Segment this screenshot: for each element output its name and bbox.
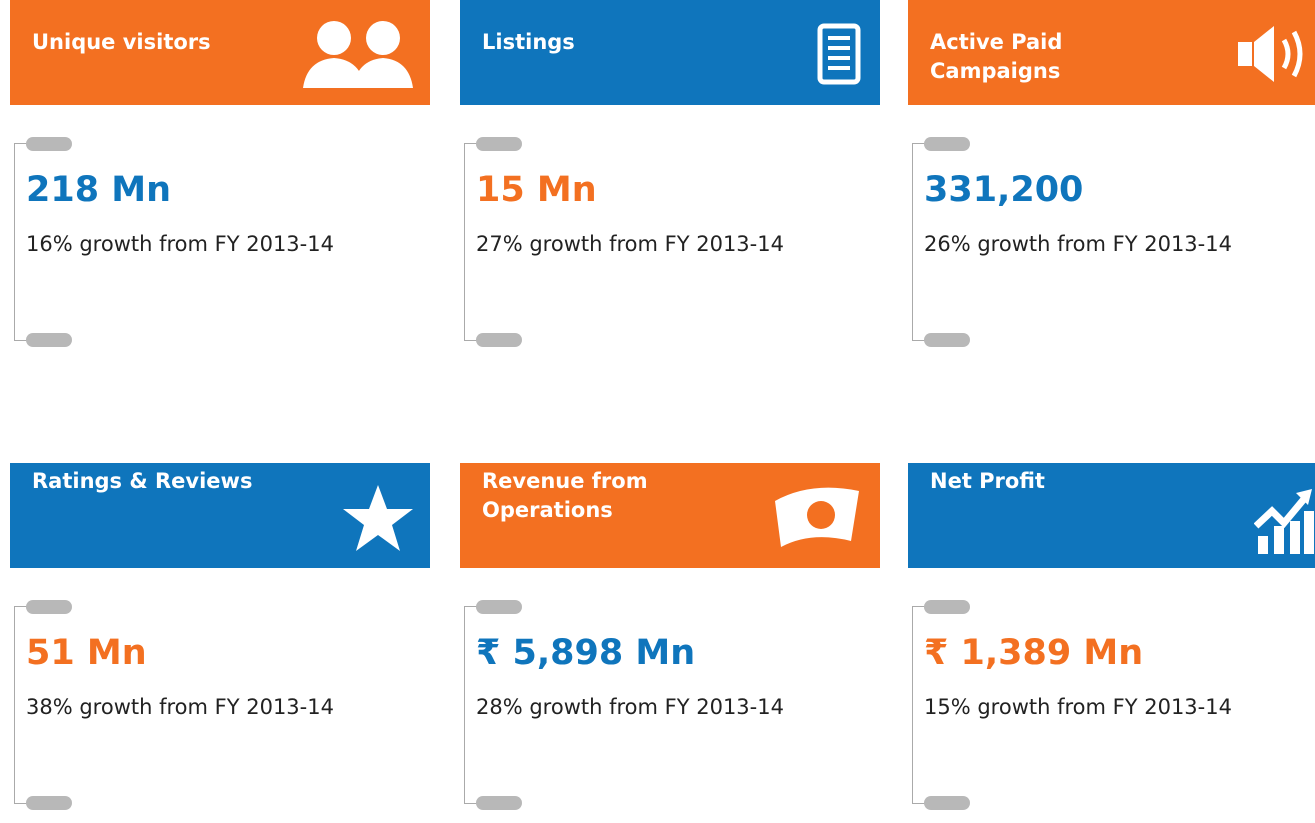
kpi-growth: 15% growth from FY 2013-14 bbox=[924, 695, 1232, 719]
kpi-card: Unique visitors 218 Mn 16% growth from FY … bbox=[10, 0, 430, 360]
card-title: Revenue from Operations bbox=[482, 469, 648, 522]
bracket-line bbox=[14, 606, 15, 803]
card-icon bbox=[771, 481, 866, 555]
bracket-stub bbox=[912, 340, 928, 341]
card-title: Unique visitors bbox=[32, 30, 211, 54]
card-title: Ratings & Reviews bbox=[32, 469, 253, 493]
kpi-value: 15 Mn bbox=[476, 170, 597, 210]
kpi-value: 51 Mn bbox=[26, 633, 147, 673]
bracket-stub bbox=[912, 606, 928, 607]
kpi-value: ₹ 5,898 Mn bbox=[476, 633, 696, 673]
kpi-card: Ratings & Reviews 51 Mn 38% growth from FY… bbox=[10, 463, 430, 823]
bracket-pill bbox=[26, 796, 72, 810]
bracket-stub bbox=[464, 143, 480, 144]
bracket-line bbox=[14, 143, 15, 340]
kpi-growth: 26% growth from FY 2013-14 bbox=[924, 232, 1232, 256]
kpi-value: 218 Mn bbox=[26, 170, 171, 210]
bracket-pill bbox=[924, 137, 970, 151]
bracket-pill bbox=[476, 333, 522, 347]
bracket-pill bbox=[476, 600, 522, 614]
card-header: Revenue from Operations bbox=[460, 463, 880, 568]
card-icon bbox=[1253, 481, 1314, 560]
bracket-line bbox=[912, 143, 913, 340]
bracket-line bbox=[464, 606, 465, 803]
card-header: Unique visitors bbox=[10, 0, 430, 105]
bracket-pill bbox=[26, 600, 72, 614]
kpi-value: ₹ 1,389 Mn bbox=[924, 633, 1144, 673]
bracket-stub bbox=[912, 143, 928, 144]
bracket-line bbox=[464, 143, 465, 340]
card-icon bbox=[816, 18, 866, 92]
bracket-pill bbox=[924, 600, 970, 614]
bracket-stub bbox=[14, 340, 30, 341]
bracket-stub bbox=[14, 143, 30, 144]
bracket-stub bbox=[14, 606, 30, 607]
kpi-card: Active Paid Campaigns 331,200 26% growth f… bbox=[908, 0, 1315, 360]
card-header: Active Paid Campaigns bbox=[908, 0, 1315, 105]
kpi-card: Revenue from Operations ₹ 5,898 Mn 28% gro… bbox=[460, 463, 880, 823]
page: Unique visitors 218 Mn 16% growth from FY … bbox=[10, 0, 1315, 810]
kpi-card: Net Profit ₹ 1,389 Mn 15% growth from FY 2… bbox=[908, 463, 1315, 823]
kpi-growth: 38% growth from FY 2013-14 bbox=[26, 695, 334, 719]
bracket-pill bbox=[26, 137, 72, 151]
bracket-stub bbox=[464, 340, 480, 341]
kpi-growth: 16% growth from FY 2013-14 bbox=[26, 232, 334, 256]
card-title: Net Profit bbox=[930, 469, 1045, 493]
bracket-pill bbox=[924, 796, 970, 810]
card-title: Active Paid Campaigns bbox=[930, 30, 1063, 83]
kpi-growth: 28% growth from FY 2013-14 bbox=[476, 695, 784, 719]
bracket-pill bbox=[26, 333, 72, 347]
bracket-pill bbox=[476, 137, 522, 151]
bracket-pill bbox=[476, 796, 522, 810]
bracket-line bbox=[912, 606, 913, 803]
card-icon bbox=[341, 481, 416, 560]
card-title: Listings bbox=[482, 30, 575, 54]
kpi-growth: 27% growth from FY 2013-14 bbox=[476, 232, 784, 256]
kpi-card: Listings 15 Mn 27% growth from FY 2013-14 bbox=[460, 0, 880, 360]
kpi-value: 331,200 bbox=[924, 170, 1084, 210]
card-icon bbox=[301, 18, 416, 92]
bracket-pill bbox=[924, 333, 970, 347]
card-icon bbox=[1234, 18, 1314, 92]
card-header: Ratings & Reviews bbox=[10, 463, 430, 568]
card-header: Listings bbox=[460, 0, 880, 105]
card-header: Net Profit bbox=[908, 463, 1315, 568]
bracket-stub bbox=[464, 606, 480, 607]
